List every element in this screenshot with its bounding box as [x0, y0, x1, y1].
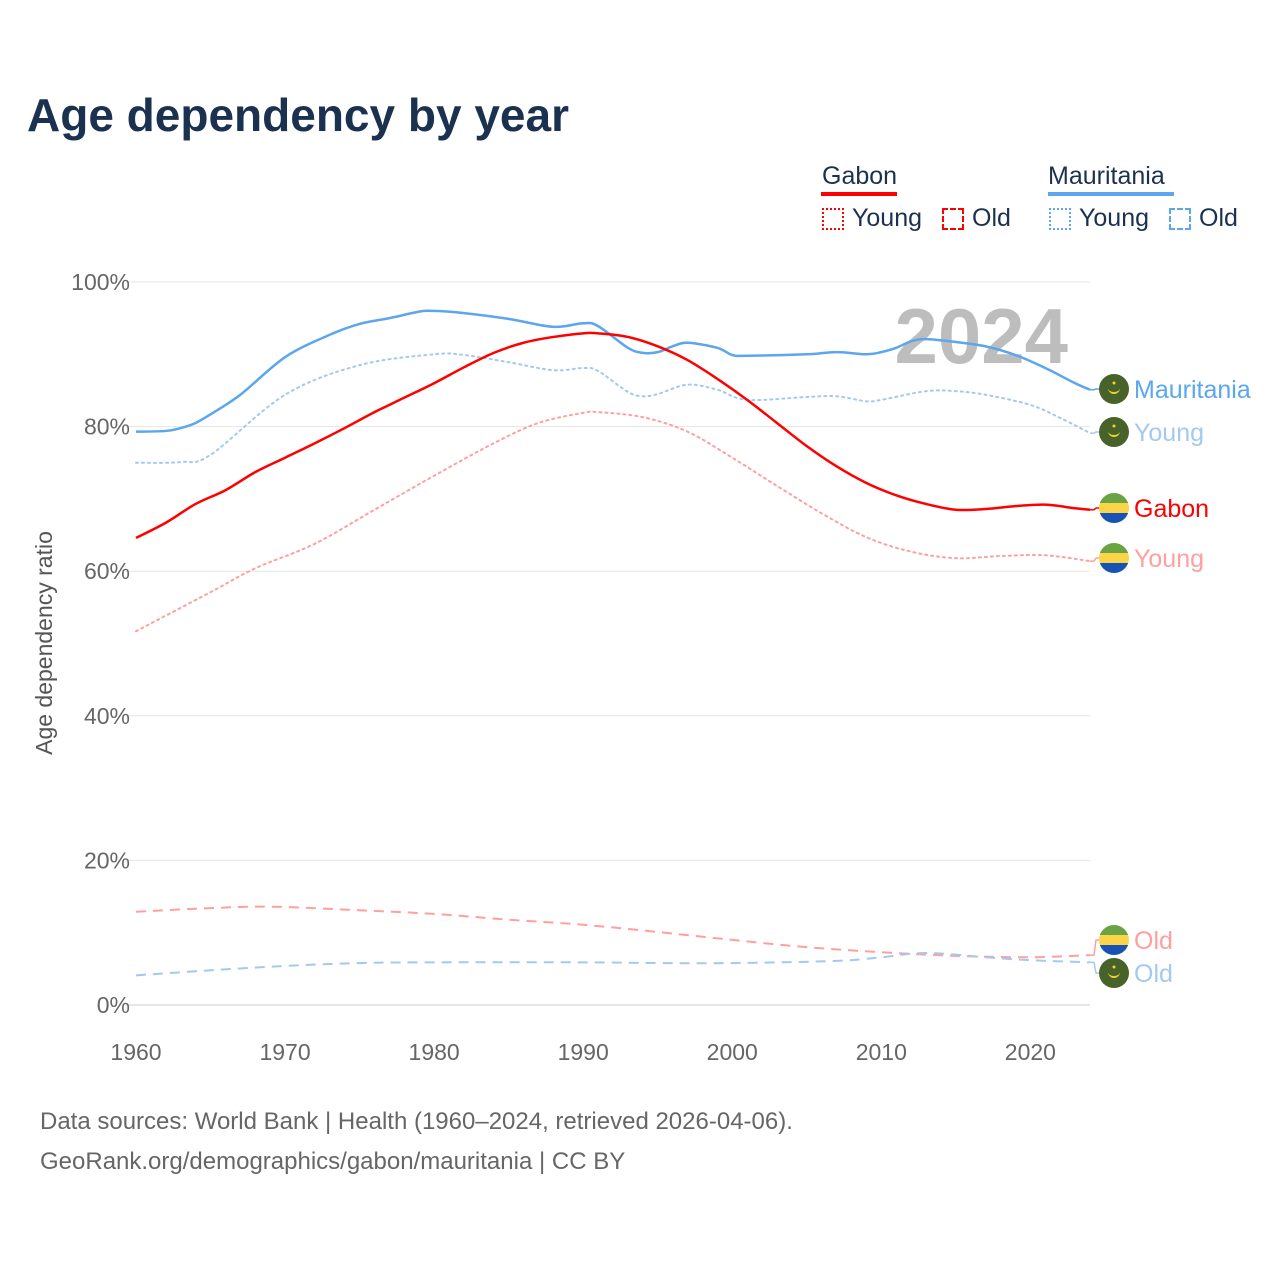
x-tick-label: 1990 — [558, 1039, 609, 1065]
series-line-mauritania — [135, 309, 1091, 433]
label-connector — [1090, 939, 1100, 956]
legend-mauritania-old-swatch — [1169, 208, 1191, 230]
end-label: Old — [1134, 960, 1173, 988]
legend-gabon-old[interactable]: Old — [972, 204, 1011, 232]
legend-gabon-old-swatch — [942, 208, 964, 230]
footer-link[interactable]: GeoRank.org/demographics/gabon/mauritani… — [40, 1148, 626, 1175]
end-label: Old — [1134, 927, 1173, 955]
legend-gabon-young[interactable]: Young — [852, 204, 922, 232]
legend-mauritania-young-swatch — [1049, 208, 1071, 230]
crescent-icon — [1108, 431, 1120, 437]
legend-gabon-young-swatch — [822, 208, 844, 230]
label-connector — [1090, 557, 1100, 562]
legend-mauritania[interactable]: Mauritania — [1048, 162, 1165, 190]
flag-stripes — [1099, 493, 1129, 523]
end-label: Gabon — [1134, 495, 1209, 523]
end-label: Young — [1134, 545, 1204, 573]
series-line-gabon-old — [135, 905, 1091, 959]
flag-stripe-green — [1099, 493, 1129, 503]
flag-stripe-green — [1099, 543, 1129, 553]
star-icon — [1112, 965, 1116, 969]
mauritania-flag-icon — [1099, 958, 1129, 988]
flag-stripes — [1099, 925, 1129, 955]
mauritania-flag-icon — [1099, 374, 1129, 404]
flag-stripe-yellow — [1099, 553, 1129, 563]
end-label: Mauritania — [1134, 376, 1251, 404]
y-tick-label: 40% — [84, 703, 130, 729]
x-tick-label: 1970 — [259, 1039, 310, 1065]
x-tick-label: 1980 — [409, 1039, 460, 1065]
y-axis-label: Age dependency ratio — [31, 531, 57, 755]
flag-stripe-yellow — [1099, 503, 1129, 513]
x-tick-label: 1960 — [110, 1039, 161, 1065]
series-line-gabon — [135, 331, 1091, 540]
y-tick-label: 0% — [97, 992, 130, 1018]
legend-mauritania-swatch — [1048, 192, 1174, 196]
crescent-icon — [1108, 388, 1120, 394]
label-connector — [1090, 431, 1100, 434]
series-line-gabon-young — [135, 410, 1091, 633]
legend-mauritania-old[interactable]: Old — [1199, 204, 1238, 232]
flag-stripe-green — [1099, 925, 1129, 935]
legend-mauritania-young[interactable]: Young — [1079, 204, 1149, 232]
flag-stripe-blue — [1099, 945, 1129, 955]
label-connector — [1090, 388, 1100, 391]
y-tick-label: 100% — [71, 269, 130, 295]
mauritania-flag-icon — [1099, 417, 1129, 447]
x-tick-label: 2020 — [1005, 1039, 1056, 1065]
crescent-icon — [1108, 972, 1120, 978]
flag-stripe-blue — [1099, 563, 1129, 573]
y-tick-label: 60% — [84, 558, 130, 584]
y-tick-label: 80% — [84, 414, 130, 440]
legend-gabon-swatch — [821, 192, 897, 196]
chart-title: Age dependency by year — [27, 89, 569, 141]
x-tick-label: 2010 — [856, 1039, 907, 1065]
flag-stripe-blue — [1099, 513, 1129, 523]
star-icon — [1112, 424, 1116, 428]
y-tick-label: 20% — [84, 847, 130, 873]
flag-stripes — [1099, 543, 1129, 573]
flag-circle — [1099, 417, 1129, 447]
label-connector — [1090, 507, 1100, 511]
flag-circle — [1099, 374, 1129, 404]
series-line-mauritania-young — [135, 352, 1091, 464]
label-connector — [1090, 961, 1100, 974]
flag-stripe-yellow — [1099, 935, 1129, 945]
end-label: Young — [1134, 419, 1204, 447]
flag-circle — [1099, 958, 1129, 988]
series-line-mauritania-old — [135, 951, 1091, 977]
gabon-flag-icon — [1099, 493, 1129, 523]
legend-gabon[interactable]: Gabon — [822, 162, 898, 190]
footer-sources: Data sources: World Bank | Health (1960–… — [40, 1108, 793, 1135]
star-icon — [1112, 381, 1116, 385]
gabon-flag-icon — [1099, 543, 1129, 573]
gabon-flag-icon — [1099, 925, 1129, 955]
x-tick-label: 2000 — [707, 1039, 758, 1065]
